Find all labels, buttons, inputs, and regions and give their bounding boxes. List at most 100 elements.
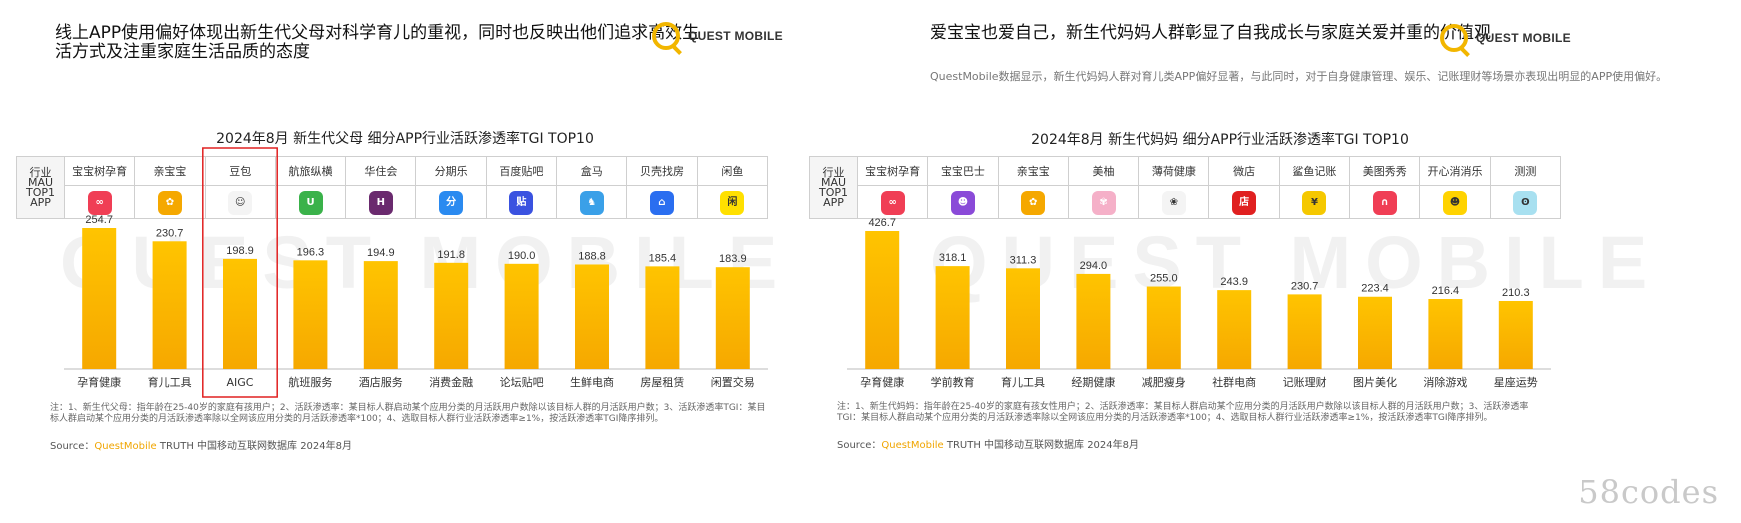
category-label: 减肥瘦身 <box>1142 375 1186 389</box>
category-label: 社群电商 <box>1212 375 1256 389</box>
app-name-cell: 航旅纵横 <box>274 156 347 186</box>
category-label: 航班服务 <box>288 375 332 389</box>
category-label: 星座运势 <box>1494 375 1538 389</box>
doubao-icon: ☺ <box>228 190 253 215</box>
bar <box>645 266 680 369</box>
category-label: 学前教育 <box>931 375 975 389</box>
app-icon-cell: 贴 <box>485 185 558 219</box>
app-icon-cell: ∞ <box>856 185 929 219</box>
category-label: 孕育健康 <box>860 375 904 389</box>
left-panel: 线上APP使用偏好体现出新生代父母对科学育儿的重视，同时也反映出他们追求高效生活… <box>0 0 870 523</box>
app-icon-cell: ʘ <box>1489 185 1562 219</box>
row-label: 行业MAU TOP1 APP <box>809 156 858 219</box>
app-icon-cell: ⌂ <box>626 185 698 219</box>
data-label: 254.7 <box>85 214 113 226</box>
app-icon-cell: ✿ <box>997 185 1069 219</box>
right-panel: 爱宝宝也爱自己，新生代妈妈人群彰显了自我成长与家庭关爱并重的价值观 QUEST … <box>809 0 1741 523</box>
highlight-box <box>202 147 278 398</box>
source-prefix: Source： <box>837 440 882 451</box>
category-label: 论坛贴吧 <box>500 375 544 389</box>
app-name-cell: 华住会 <box>345 156 417 186</box>
data-label: 311.3 <box>1010 254 1037 266</box>
chart-title: 2024年8月 新生代妈妈 细分APP行业活跃渗透率TGI TOP10 <box>1031 132 1409 148</box>
baobaobashi-icon: ☻ <box>950 190 975 215</box>
bar <box>363 261 398 369</box>
category-label: 孕育健康 <box>77 375 121 389</box>
data-label: 188.8 <box>578 250 606 262</box>
category-label: 育儿工具 <box>148 375 192 389</box>
app-icon-cell: ∞ <box>63 185 136 219</box>
app-icon-cell: ☺ <box>204 185 276 219</box>
data-label: 194.9 <box>367 247 395 259</box>
bar <box>575 264 609 369</box>
category-label: 生鲜电商 <box>570 375 614 389</box>
data-label: 210.3 <box>1502 287 1530 299</box>
weidian-icon: 店 <box>1232 190 1257 215</box>
data-label: 190.0 <box>508 250 536 262</box>
data-label: 230.7 <box>1291 280 1319 292</box>
bar <box>935 266 970 369</box>
qinbaobao-icon: ✿ <box>1021 190 1046 215</box>
app-name-cell: 微店 <box>1208 156 1280 186</box>
qinbaobao-icon: ✿ <box>157 190 182 215</box>
category-label: 消除游戏 <box>1423 375 1467 389</box>
bar <box>1217 290 1252 369</box>
source-rest: TRUTH 中国移动互联网数据库 2024年8月 <box>943 440 1140 451</box>
footnote: 注：1、新生代妈妈：指年龄在25-40岁的家庭有孩女性用户；2、活跃渗透率：某目… <box>837 402 1529 423</box>
logo-text: QUEST MOBILE <box>1476 31 1571 45</box>
footnote: 注：1、新生代父母：指年龄在25-40岁的家庭有孩用户；2、活跃渗透率：某目标人… <box>50 403 766 424</box>
source-line: Source：QuestMobile TRUTH 中国移动互联网数据库 2024… <box>837 436 1139 451</box>
cece-icon: ʘ <box>1513 190 1538 215</box>
source-rest: TRUTH 中国移动互联网数据库 2024年8月 <box>156 441 353 452</box>
bar <box>293 260 328 369</box>
app-name-cell: 宝宝树孕育 <box>856 156 929 186</box>
data-label: 255.0 <box>1150 273 1178 285</box>
app-icon-cell: 店 <box>1208 185 1280 219</box>
app-name-cell: 美柚 <box>1067 156 1140 186</box>
hanglv-icon: U <box>298 190 323 215</box>
bar-chart-mothers: 426.7 孕育健康 318.1 学前教育 311.3 育儿工具 294.0 经期健康 255.… <box>847 217 1551 389</box>
hema-icon: ♞ <box>579 190 604 215</box>
questmobile-logo-icon <box>652 22 680 50</box>
data-label: 223.4 <box>1361 283 1389 295</box>
bar-chart-parents: 254.7 孕育健康 230.7 育儿工具 198.9 AIGC 196.3 航班服务 194.… <box>64 147 768 398</box>
app-name-cell: 宝宝树孕育 <box>63 156 136 186</box>
questmobile-logo-icon <box>1440 24 1468 52</box>
app-icon-cell: ¥ <box>1278 185 1351 219</box>
category-label: 图片美化 <box>1353 375 1397 389</box>
bar <box>223 258 257 369</box>
background-watermark: QUEST MOBILE <box>930 221 1662 304</box>
bar <box>152 241 187 369</box>
subtitle: QuestMobile数据显示，新生代妈妈人群对育儿类APP偏好显著，与此同时，… <box>930 70 1668 83</box>
brand-logo: QUEST MOBILE <box>652 22 783 50</box>
bohe-icon: ❀ <box>1161 190 1186 215</box>
bar <box>1006 268 1040 369</box>
source-line: Source：QuestMobile TRUTH 中国移动互联网数据库 2024… <box>50 437 352 452</box>
bar <box>434 262 469 369</box>
logo-text: QUEST MOBILE <box>688 29 783 43</box>
shayu-icon: ¥ <box>1302 190 1327 215</box>
category-label: 经期健康 <box>1071 375 1115 389</box>
bar <box>1076 273 1111 369</box>
data-label: 243.9 <box>1220 276 1248 288</box>
brand-logo: QUEST MOBILE <box>1440 24 1571 52</box>
site-watermark: 58codes <box>1578 473 1719 511</box>
xianyu-icon: 闲 <box>720 190 745 215</box>
bar <box>1358 296 1392 369</box>
app-name-cell: 鲨鱼记账 <box>1278 156 1351 186</box>
app-name-cell: 美图秀秀 <box>1349 156 1421 186</box>
bar <box>715 267 750 369</box>
category-label: 闲置交易 <box>711 375 755 389</box>
data-label: 183.9 <box>719 253 747 265</box>
app-icon-cell: H <box>345 185 417 219</box>
data-label: 185.4 <box>649 252 677 264</box>
row-label: 行业MAU TOP1 APP <box>16 156 65 219</box>
app-header-table: 行业MAU TOP1 APP 宝宝树孕育 亲宝宝 豆包 航旅纵横 华住会 分期乐 百度贴吧盒… <box>16 156 769 219</box>
bar <box>865 231 900 369</box>
meiyou-icon: ✾ <box>1091 190 1116 215</box>
data-label: 426.7 <box>868 217 896 229</box>
bar <box>1287 294 1322 369</box>
app-header-table: 行业MAU TOP1 APP 宝宝树孕育 宝宝巴士 亲宝宝 美柚 薄荷健康 微店 鲨鱼记账美… <box>809 156 1562 219</box>
app-name-cell: 百度贴吧 <box>485 156 558 186</box>
bar <box>504 263 539 369</box>
